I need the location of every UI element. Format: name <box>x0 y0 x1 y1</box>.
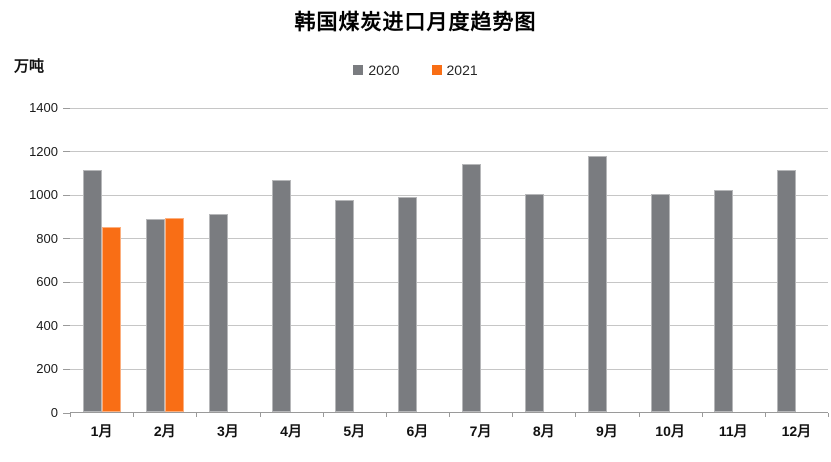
x-axis-label-3月: 3月 <box>217 423 239 439</box>
bar-2020-3月 <box>208 213 228 412</box>
gridline-600 <box>70 281 828 283</box>
gridline-800 <box>70 238 828 240</box>
x-tick-mark-1 <box>133 413 135 417</box>
x-tick-mark-10 <box>701 413 703 417</box>
gridline-1200 <box>70 151 828 153</box>
x-axis-label-1月: 1月 <box>90 423 113 439</box>
legend-swatch-2021 <box>431 65 442 75</box>
x-tick-mark-8 <box>575 413 577 417</box>
legend-label-2021: 2021 <box>446 62 478 78</box>
bar-2020-9月 <box>587 156 607 412</box>
gridline-1400 <box>70 107 828 109</box>
bar-2020-7月 <box>461 163 481 412</box>
bar-2020-10月 <box>651 194 671 412</box>
bar-2020-1月 <box>82 170 102 412</box>
x-tick-mark-5 <box>385 413 387 417</box>
legend-item-2020: 2020 <box>353 62 400 78</box>
x-tick-mark-6 <box>449 413 450 417</box>
gridline-400 <box>70 325 828 327</box>
x-tick-mark-0 <box>70 413 71 417</box>
x-tick-mark-2 <box>196 413 198 417</box>
y-tick-mark-800 <box>63 238 70 240</box>
bar-2020-8月 <box>524 194 544 412</box>
x-axis-label-12月: 12月 <box>781 423 812 439</box>
y-tick-label-200: 200 <box>36 361 58 377</box>
y-tick-label-1200: 1200 <box>29 143 58 159</box>
x-tick-mark-12 <box>828 413 829 417</box>
x-axis-line <box>70 412 828 413</box>
legend-label-2020: 2020 <box>368 62 400 78</box>
bar-2021-1月 <box>101 226 121 412</box>
bar-2020-2月 <box>145 219 165 412</box>
x-axis-label-7月: 7月 <box>469 423 492 439</box>
y-tick-mark-400 <box>63 325 70 327</box>
y-tick-label-1400: 1400 <box>29 100 58 115</box>
bar-2021-2月 <box>164 218 184 412</box>
x-tick-mark-4 <box>322 413 324 417</box>
y-tick-mark-200 <box>63 368 70 370</box>
bar-2020-12月 <box>777 170 797 412</box>
x-tick-mark-3 <box>259 413 261 417</box>
x-axis-label-11月: 11月 <box>718 423 748 439</box>
x-axis-label-2月: 2月 <box>153 423 176 439</box>
x-axis-label-4月: 4月 <box>280 423 302 439</box>
x-axis-label-8月: 8月 <box>532 423 555 439</box>
x-tick-mark-9 <box>638 413 640 417</box>
y-tick-label-800: 800 <box>36 230 58 246</box>
x-tick-mark-11 <box>764 413 766 417</box>
chart-title: 韩国煤炭进口月度趋势图 <box>294 11 537 34</box>
y-tick-label-0: 0 <box>50 405 58 420</box>
x-axis-label-9月: 9月 <box>596 423 618 439</box>
y-axis-unit-label: 万吨 <box>14 58 45 75</box>
bar-2020-6月 <box>398 197 418 412</box>
gridline-1000 <box>70 194 828 196</box>
bar-2020-11月 <box>714 189 734 412</box>
legend: 2020 2021 <box>0 62 831 78</box>
y-tick-mark-0 <box>63 412 70 414</box>
y-axis-tick-labels: 0 200 400 600 800 1000 1200 1400 <box>0 100 58 420</box>
gridline-200 <box>70 368 828 370</box>
y-tick-mark-1400 <box>63 107 70 109</box>
y-tick-mark-1000 <box>63 194 70 196</box>
x-tick-mark-7 <box>512 413 514 417</box>
legend-item-2021: 2021 <box>431 62 478 78</box>
x-axis-label-6月: 6月 <box>406 423 429 439</box>
plot-area: 1月 2月 3月 4月 5月 6月 7月 8月 9月 10月 11月 12月 <box>63 107 829 439</box>
y-tick-label-400: 400 <box>36 317 58 333</box>
y-tick-label-1000: 1000 <box>29 187 58 203</box>
bar-2020-4月 <box>272 179 292 412</box>
x-axis-label-5月: 5月 <box>343 423 366 439</box>
x-axis-label-10月: 10月 <box>655 423 685 439</box>
y-tick-label-600: 600 <box>36 274 58 290</box>
legend-swatch-2020 <box>353 65 364 75</box>
y-tick-mark-600 <box>63 281 70 283</box>
bar-2020-5月 <box>335 199 355 412</box>
y-tick-mark-1200 <box>63 151 70 153</box>
